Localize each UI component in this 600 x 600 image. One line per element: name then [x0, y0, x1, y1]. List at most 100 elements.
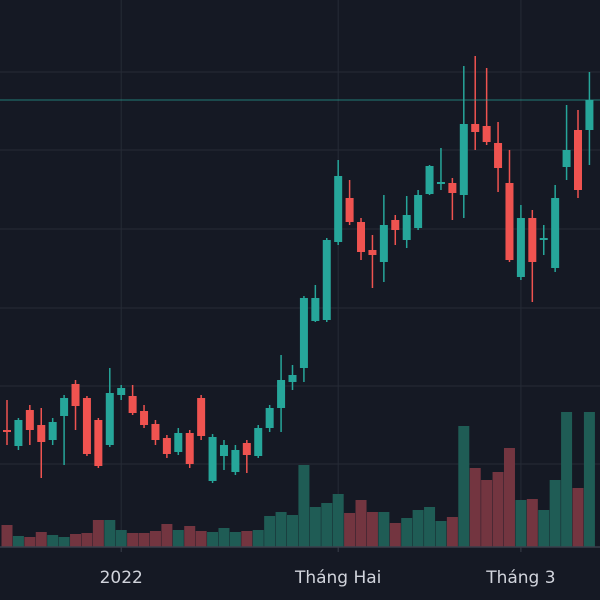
candle-body — [368, 250, 377, 255]
candle-body — [436, 182, 445, 184]
candle-body — [185, 433, 194, 464]
candle-body — [425, 166, 434, 194]
volume-bar — [241, 531, 253, 547]
volume-bar — [264, 516, 276, 547]
candle-body — [117, 388, 126, 395]
candle-body — [528, 218, 537, 262]
volume-bar — [435, 521, 447, 547]
volume-bar — [561, 412, 573, 547]
volume-bar — [70, 534, 82, 547]
volume-bar — [492, 472, 504, 547]
candle-body — [25, 410, 34, 430]
candle-body — [254, 428, 263, 456]
volume-bar — [469, 468, 481, 547]
candle-body — [82, 398, 91, 454]
candle-body — [208, 437, 217, 481]
volume-bar — [321, 503, 333, 547]
x-tick-label: Tháng 3 — [485, 568, 555, 588]
volume-bar — [515, 500, 527, 547]
volume-bar — [47, 535, 59, 547]
volume-bar — [172, 530, 184, 547]
volume-bar — [389, 523, 401, 547]
volume-bar — [549, 480, 561, 547]
candle-body — [288, 375, 297, 382]
candle-body — [448, 183, 457, 193]
candle-body — [482, 126, 491, 142]
volume-bar — [355, 500, 367, 547]
volume-bar — [12, 536, 24, 547]
candle-body — [574, 130, 582, 190]
volume-bar — [583, 412, 595, 547]
candle-body — [94, 420, 103, 466]
volume-bar — [287, 515, 298, 547]
volume-bar — [35, 532, 47, 547]
volume-bar — [58, 537, 70, 547]
x-tick-label: Tháng Hai — [294, 568, 381, 588]
candle-body — [322, 240, 331, 320]
candle-body — [60, 398, 69, 416]
volume-bar — [424, 507, 436, 547]
candle-body — [128, 396, 137, 413]
x-tick-label: 2022 — [100, 568, 143, 588]
volume-bar — [481, 480, 493, 547]
candle-body — [379, 225, 388, 262]
candle-body — [14, 420, 23, 446]
candle-body — [3, 430, 11, 432]
volume-bar — [207, 532, 219, 547]
volume-bar — [104, 520, 116, 547]
volume-bar — [195, 531, 207, 547]
candle-body — [562, 150, 571, 167]
volume-bar — [138, 533, 150, 547]
candle-body — [551, 198, 560, 268]
candle-body — [151, 424, 160, 440]
candle-body — [174, 433, 183, 452]
volume-bar — [412, 510, 424, 547]
candle-body — [197, 398, 206, 436]
volume-bar — [503, 448, 515, 547]
candle-body — [402, 215, 411, 240]
candle-body — [242, 443, 251, 455]
candle-body — [414, 195, 423, 228]
volume-bar — [115, 530, 127, 547]
volume-bar — [458, 426, 470, 547]
candle-body — [516, 218, 525, 277]
volume-bar — [401, 518, 413, 547]
volume-bar — [344, 513, 356, 547]
candle-body — [494, 143, 503, 168]
volume-bar — [309, 507, 321, 547]
candle-body — [345, 198, 354, 222]
volume-bar — [1, 525, 13, 547]
volume-bar — [92, 520, 104, 547]
volume-bar — [229, 532, 241, 547]
candle-body — [37, 425, 46, 442]
volume-bar — [149, 531, 161, 547]
candle-body — [105, 393, 114, 445]
candle-body — [231, 450, 240, 472]
volume-bar — [184, 526, 196, 547]
candle-body — [471, 124, 480, 132]
candle-body — [311, 298, 320, 321]
volume-bar — [366, 512, 378, 547]
volume-bar — [24, 537, 36, 547]
candle-body — [162, 438, 171, 454]
candle-body — [391, 220, 400, 230]
candle-body — [459, 124, 468, 195]
candle-body — [357, 222, 366, 252]
candle-body — [277, 380, 286, 408]
candle-body — [299, 298, 308, 368]
candle-body — [219, 445, 228, 456]
candle-body — [48, 422, 57, 440]
volume-bar — [526, 499, 538, 547]
volume-bar — [275, 512, 287, 547]
volume-bar — [332, 494, 344, 547]
candle-body — [265, 408, 274, 428]
volume-bar — [538, 510, 550, 547]
volume-bar — [446, 517, 458, 547]
volume-bar — [252, 530, 264, 547]
volume-bar — [81, 533, 93, 547]
volume-bar — [572, 488, 584, 547]
candle-body — [140, 411, 149, 425]
volume-bar — [298, 465, 310, 547]
volume-bar — [218, 528, 230, 547]
